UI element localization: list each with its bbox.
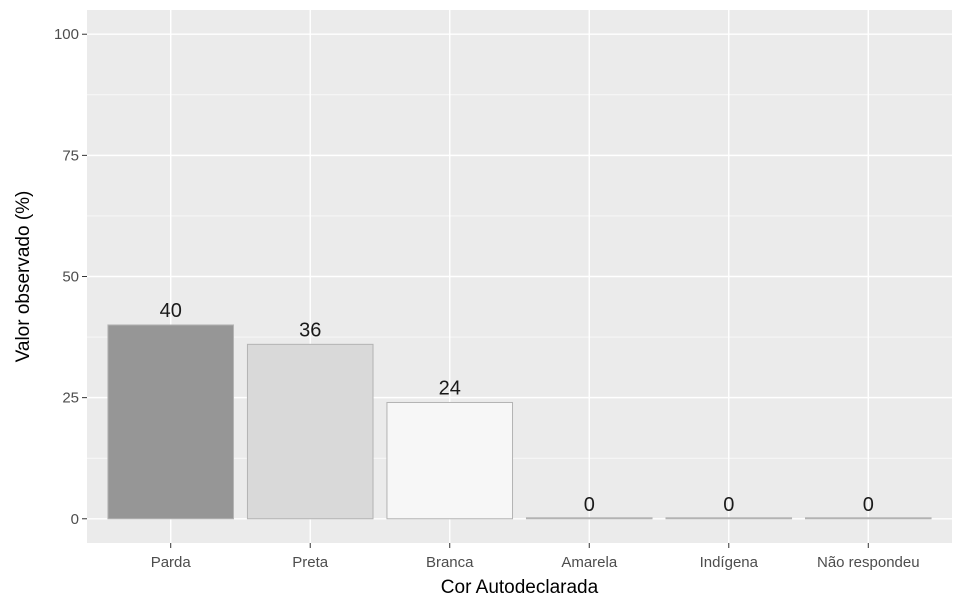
data-label: 0 — [584, 494, 595, 516]
x-tick-label: Não respondeu — [817, 554, 920, 571]
data-label: 24 — [439, 377, 461, 399]
data-labels-group: 40 36 24 0 0 0 — [160, 300, 874, 516]
bars-group — [107, 324, 932, 520]
bar-branca — [386, 401, 514, 520]
x-tick-label: Indígena — [700, 554, 759, 571]
bar-n-o-respondeu — [805, 517, 932, 520]
y-tick-label: 25 — [62, 390, 79, 407]
x-tick-label: Amarela — [561, 554, 618, 571]
y-axis-title: Valor observado (%) — [13, 191, 34, 363]
x-axis-title: Cor Autodeclarada — [441, 577, 599, 598]
x-tick-label: Branca — [426, 554, 474, 571]
x-tick-label: Preta — [292, 554, 329, 571]
x-tick-label: Parda — [151, 554, 192, 571]
y-tick-label: 100 — [54, 26, 79, 43]
y-axis: 0 25 50 75 100 — [54, 26, 87, 528]
data-label: 0 — [723, 494, 734, 516]
data-label: 0 — [863, 494, 874, 516]
data-label: 36 — [299, 319, 321, 341]
data-label: 40 — [160, 300, 182, 322]
bar-ind-gena — [665, 517, 793, 520]
bar-preta — [246, 343, 374, 520]
x-axis: Parda Preta Branca Amarela Indígena Não respo… — [151, 543, 920, 571]
y-tick-label: 75 — [62, 147, 79, 164]
y-tick-label: 50 — [62, 269, 79, 286]
bar-parda — [107, 324, 234, 520]
bar-amarela — [525, 517, 653, 520]
y-tick-label: 0 — [71, 511, 79, 528]
